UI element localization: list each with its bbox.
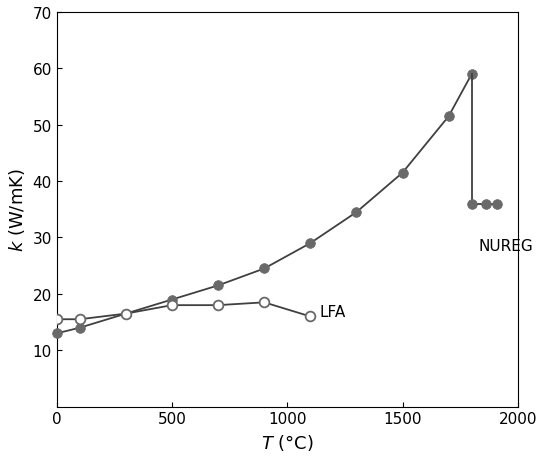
Text: LFA: LFA — [319, 305, 346, 320]
X-axis label: $T$ (°C): $T$ (°C) — [261, 432, 314, 452]
Text: NUREG: NUREG — [479, 239, 533, 254]
Y-axis label: $k$ (W/mK): $k$ (W/mK) — [7, 168, 27, 252]
